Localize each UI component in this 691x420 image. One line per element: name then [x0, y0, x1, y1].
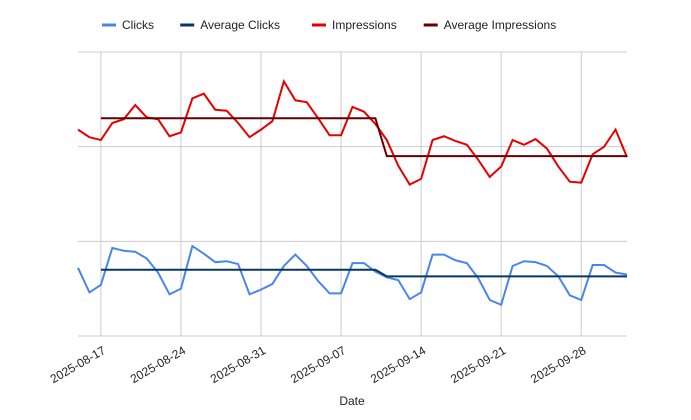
x-tick-label: 2025-08-24	[128, 343, 188, 386]
x-tick-label: 2025-09-14	[368, 343, 428, 386]
x-tick-label: 2025-09-07	[288, 343, 348, 386]
legend-label: Impressions	[332, 18, 397, 32]
legend-label: Average Impressions	[444, 18, 557, 32]
series-line	[100, 117, 627, 158]
series-line	[77, 244, 628, 307]
series-line	[100, 268, 627, 278]
legend-label: Clicks	[122, 18, 154, 32]
x-axis-title: Date	[339, 394, 365, 408]
x-tick-label: 2025-08-31	[208, 343, 268, 386]
x-tick-label: 2025-09-28	[528, 343, 588, 386]
legend-label: Average Clicks	[200, 18, 280, 32]
x-tick-label: 2025-08-17	[48, 343, 108, 386]
x-tick-label: 2025-09-21	[448, 343, 508, 386]
series-line	[77, 78, 628, 186]
